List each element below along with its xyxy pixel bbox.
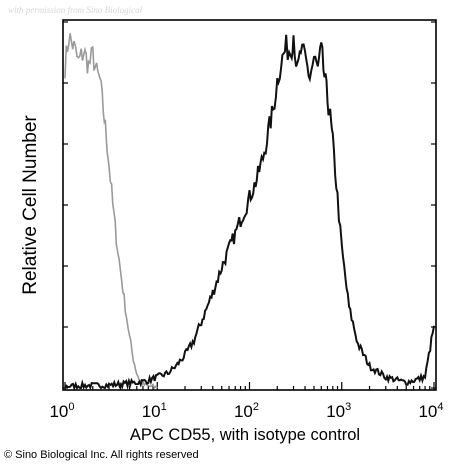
- x-tick-label: 104: [418, 401, 443, 421]
- x-tick-label: 103: [326, 401, 351, 421]
- x-tick-marks: [64, 382, 435, 390]
- isotype-control-curve: [64, 33, 158, 390]
- watermark-text: with permission from Sino Biological: [8, 5, 143, 15]
- x-tick-label: 102: [234, 401, 259, 421]
- copyright-text: © Sino Biological Inc. All rights reserv…: [4, 449, 199, 461]
- x-tick-label: 101: [142, 401, 167, 421]
- x-axis-label: APC CD55, with isotype control: [130, 426, 360, 444]
- plot-frame: [62, 19, 437, 391]
- y-axis-label: Relative Cell Number: [20, 115, 41, 295]
- x-tick-label: 100: [49, 401, 74, 421]
- cd55-sample-curve: [64, 34, 435, 392]
- y-tick-marks: [63, 21, 436, 389]
- x-tick-labels: 100 101 102 103 104: [49, 401, 443, 421]
